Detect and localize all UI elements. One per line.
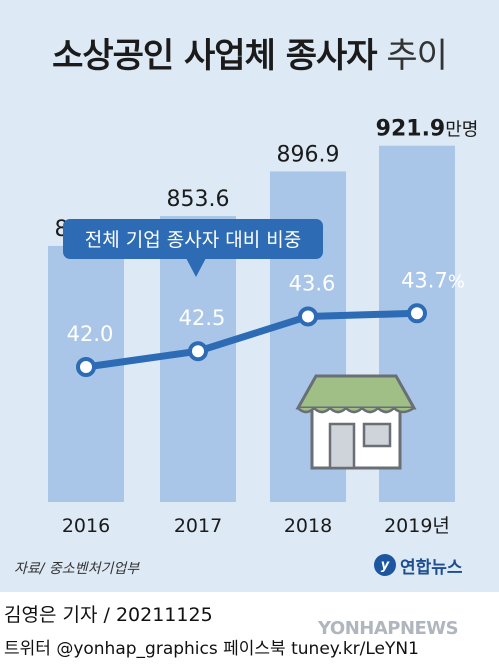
store-icon — [295, 374, 417, 470]
x-tick-label: 2017 — [174, 515, 222, 537]
reporter-name: 김영은 기자 — [4, 604, 98, 626]
chart-title: 소상공인 사업체 종사자 추이 — [0, 28, 499, 77]
social-credit: 트위터 @yonhap_graphics 페이스북 tuney.kr/LeYN1 — [4, 639, 419, 659]
share-point-2018 — [298, 306, 318, 327]
logo-text: 연합뉴스 — [400, 557, 463, 578]
share-value-label: 42.0 — [67, 322, 114, 346]
bar-value-label: 921.9만명 — [376, 117, 479, 142]
title-sub: 추이 — [386, 36, 448, 76]
source-note: 자료/ 중소벤처기업부 — [14, 561, 140, 577]
yonhap-logo-icon: y — [374, 554, 396, 576]
share-value-label: 43.7% — [401, 268, 465, 292]
callout-bubble — [63, 219, 323, 259]
share-unit-label: % — [448, 271, 465, 292]
callout-pointer — [186, 258, 206, 277]
share-line-series — [76, 303, 427, 377]
share-line — [85, 309, 418, 371]
share-value-label: 42.5 — [179, 306, 226, 330]
reporter-credit: 김영은 기자 / 20211125 — [4, 600, 213, 627]
share-point-2016 — [76, 357, 96, 377]
line-callout: 전체 기업 종사자 대비 비중 — [63, 219, 323, 277]
bar-value-label: 853.6 — [167, 187, 230, 212]
share-value-label: 43.6 — [289, 271, 336, 295]
credit-separator: / — [103, 604, 116, 626]
x-tick-label: 2018 — [284, 515, 332, 537]
publish-date: 20211125 — [115, 604, 213, 626]
share-point-2017 — [188, 341, 208, 362]
title-main: 소상공인 사업체 종사자 — [52, 36, 377, 76]
share-value-labels: 42.0 42.5 43.6 43.7% — [67, 268, 465, 346]
share-point-2019년 — [407, 303, 427, 324]
callout-text: 전체 기업 종사자 대비 비중 — [85, 229, 301, 251]
x-axis-tick-labels: 2016 2017 2018 2019년 — [62, 515, 450, 537]
bar-unit-label: 만명 — [445, 120, 478, 141]
x-tick-label: 2016 — [62, 515, 110, 537]
yonhap-logo: y 연합뉴스 — [374, 552, 463, 578]
x-tick-label: 2019년 — [384, 515, 450, 537]
bar-value-label: 896.9 — [277, 142, 340, 167]
watermark: YONHAPNEWS — [318, 618, 459, 639]
